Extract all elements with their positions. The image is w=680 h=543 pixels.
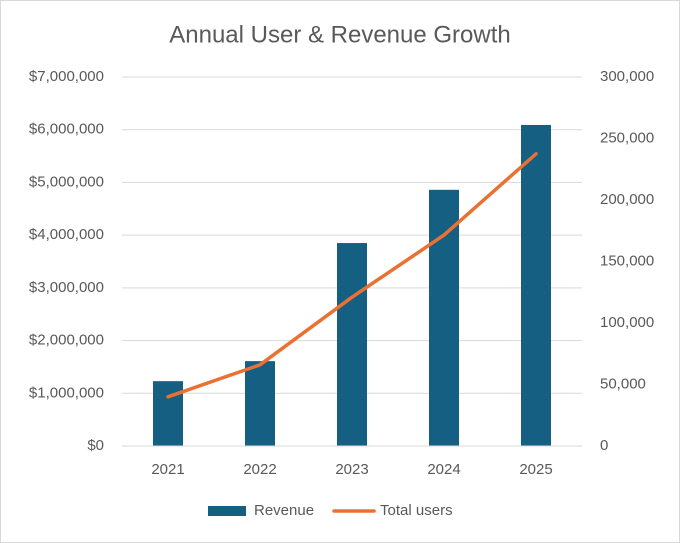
bar bbox=[337, 243, 367, 446]
legend-swatch bbox=[208, 506, 246, 516]
y-tick-label: $4,000,000 bbox=[29, 226, 104, 243]
bar bbox=[153, 381, 183, 446]
x-tick-label: 2025 bbox=[519, 461, 552, 478]
y-tick-label: $1,000,000 bbox=[29, 384, 104, 401]
y2-tick-label: 0 bbox=[600, 437, 608, 454]
x-tick-label: 2022 bbox=[243, 461, 276, 478]
bar bbox=[521, 124, 551, 446]
y2-tick-label: 300,000 bbox=[600, 68, 654, 85]
legend-label: Revenue bbox=[254, 502, 314, 519]
line bbox=[166, 152, 538, 399]
y-tick-label: $5,000,000 bbox=[29, 173, 104, 190]
x-tick-label: 2024 bbox=[427, 461, 460, 478]
x-tick-label: 2023 bbox=[335, 461, 368, 478]
chart-title: Annual User & Revenue Growth bbox=[169, 21, 511, 48]
bar bbox=[429, 189, 459, 446]
y-tick-label: $7,000,000 bbox=[29, 68, 104, 85]
y-tick-label: $6,000,000 bbox=[29, 121, 104, 138]
y-tick-label: $0 bbox=[87, 437, 104, 454]
y-tick-label: $3,000,000 bbox=[29, 279, 104, 296]
y2-tick-label: 100,000 bbox=[600, 314, 654, 331]
y2-tick-label: 250,000 bbox=[600, 129, 654, 146]
y2-tick-label: 150,000 bbox=[600, 252, 654, 269]
y-tick-label: $2,000,000 bbox=[29, 332, 104, 349]
legend-label: Total users bbox=[380, 502, 453, 519]
y2-tick-label: 50,000 bbox=[600, 375, 646, 392]
bar bbox=[245, 361, 275, 446]
y2-tick-label: 200,000 bbox=[600, 191, 654, 208]
x-tick-label: 2021 bbox=[151, 461, 184, 478]
